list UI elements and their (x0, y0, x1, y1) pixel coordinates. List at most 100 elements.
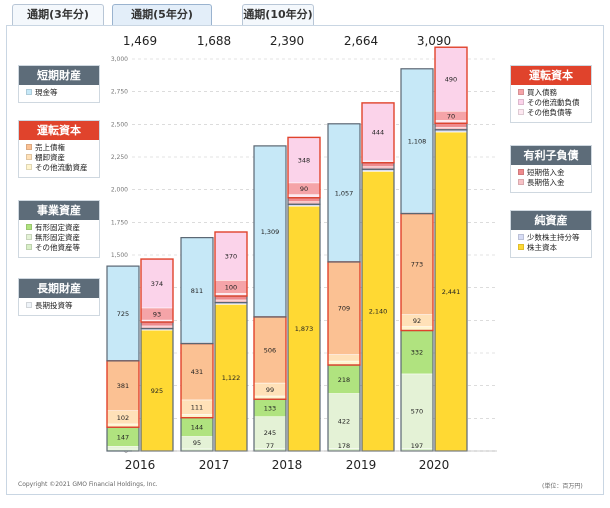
asset-value-label: 99 (266, 386, 274, 394)
tab-3-years[interactable]: 通期(3年分) (12, 4, 104, 26)
asset-value-label: 218 (338, 376, 350, 384)
legend-item: 買入債務 (511, 88, 591, 98)
legend-group-right-0: 運転資本買入債務 その他流動負債 その他負債等 (510, 65, 592, 123)
legend-label: 現金等 (35, 88, 58, 97)
asset-segment-売上債権 (180, 343, 214, 401)
legend-label: 無形固定資産 (35, 233, 80, 242)
asset-value-label: 1,309 (261, 228, 280, 236)
liability-working-capital-outline (434, 46, 468, 124)
legend-label: 少数株主持分等 (527, 233, 580, 242)
legend-item: 無形固定資産 (19, 233, 99, 243)
tab-10-years[interactable]: 通期(10年分) (242, 4, 314, 26)
legend-swatch (26, 234, 32, 240)
legend-label: 長期投資等 (35, 301, 73, 310)
liability-value-label: 1,873 (295, 325, 314, 333)
liability-value-label: 1,122 (222, 374, 241, 382)
asset-group-outline (327, 123, 361, 263)
legend-swatch (518, 99, 524, 105)
liability-value-label: 100 (225, 283, 237, 291)
legend-item: 株主資本 (511, 243, 591, 253)
legend-item: その他負債等 (511, 108, 591, 118)
liability-working-capital-outline (214, 231, 248, 297)
asset-segment-無形固定資産 (327, 393, 361, 449)
legend-group-right-1: 有利子負債短期借入金 長期借入金 (510, 145, 592, 193)
legend-item: 長期借入金 (511, 178, 591, 188)
legend-swatch (26, 302, 32, 308)
year-label: 2019 (346, 458, 377, 472)
asset-value-label: 709 (338, 305, 350, 313)
legend-swatch (26, 154, 32, 160)
asset-value-label: 332 (411, 349, 423, 357)
liability-segment-株主資本 (140, 329, 174, 452)
asset-group-outline (253, 145, 287, 318)
asset-value-label: 725 (117, 310, 129, 318)
total-label: 2,390 (270, 34, 304, 48)
legend-group-left-3: 長期財産長期投資等 (18, 278, 100, 316)
y-tick-label: 2,250 (111, 154, 128, 161)
legend-swatch (518, 179, 524, 185)
legend-label: 買入債務 (527, 88, 557, 97)
liability-value-label: 348 (298, 157, 310, 165)
asset-group-outline (106, 265, 140, 362)
legend-group-left-2: 事業資産 有形固定資産 無形固定資産 その他資産等 (18, 200, 100, 258)
asset-segment-無形固定資産 (106, 446, 140, 450)
liability-value-label: 490 (445, 76, 457, 84)
y-tick-label: 2,500 (111, 121, 128, 128)
legend-swatch (26, 164, 32, 170)
total-label: 3,090 (417, 34, 451, 48)
liability-value-label: 70 (447, 112, 455, 120)
y-tick-label: 1,500 (111, 252, 128, 259)
liability-segment-その他流動負債 (140, 258, 174, 309)
legend-swatch (518, 89, 524, 95)
y-tick-label: 2,750 (111, 89, 128, 96)
year-label: 2016 (125, 458, 156, 472)
asset-value-label: 178 (338, 442, 350, 450)
asset-value-label: 773 (411, 261, 423, 269)
legend-group-title: 運転資本 (511, 66, 591, 85)
liability-value-label: 444 (372, 128, 384, 136)
year-label: 2017 (199, 458, 230, 472)
legend-label: その他流動負債 (527, 98, 580, 107)
legend-swatch (518, 169, 524, 175)
liability-value-label: 2,140 (369, 308, 388, 316)
asset-group-outline (180, 237, 214, 345)
asset-value-label: 811 (191, 287, 203, 295)
legend-label: 短期借入金 (527, 168, 565, 177)
asset-value-label: 111 (191, 404, 203, 412)
asset-value-label: 1,108 (408, 138, 427, 146)
asset-value-label: 1,057 (335, 189, 354, 197)
copyright-text: Copyright ©2021 GMO Financial Holdings, … (18, 481, 158, 488)
year-label: 2018 (272, 458, 303, 472)
liability-segment-その他流動負債 (434, 46, 468, 112)
total-label: 1,469 (123, 34, 157, 48)
legend-group-title: 長期財産 (19, 279, 99, 298)
asset-value-label: 431 (191, 368, 203, 376)
legend-label: 長期借入金 (527, 178, 565, 187)
total-label: 1,688 (197, 34, 231, 48)
legend-group-title: 有利子負債 (511, 146, 591, 165)
asset-value-label: 570 (411, 408, 423, 416)
tab-5-years[interactable]: 通期(5年分) (112, 4, 212, 26)
liability-working-capital-outline (140, 258, 174, 323)
legend-group-left-1: 運転資本 売上債権 棚卸資産 その他流動資産 (18, 120, 100, 178)
asset-value-label: 197 (411, 442, 423, 450)
liability-segment-その他流動負債 (361, 102, 395, 162)
liability-value-label: 93 (153, 310, 161, 318)
asset-value-label: 381 (117, 382, 129, 390)
liability-segment-株主資本 (287, 206, 321, 452)
asset-value-label: 245 (264, 429, 276, 437)
legend-group-left-0: 短期財産 現金等 (18, 65, 100, 103)
legend-item: 短期借入金 (511, 168, 591, 178)
legend-group-right-2: 純資産 少数株主持分等 株主資本 (510, 210, 592, 258)
liability-value-label: 925 (151, 387, 163, 395)
asset-value-label: 144 (191, 424, 203, 432)
legend-item: 有形固定資産 (19, 223, 99, 233)
legend-group-title: 事業資産 (19, 201, 99, 220)
legend-swatch (26, 244, 32, 250)
y-tick-label: 3,000 (111, 56, 128, 63)
legend-swatch (26, 144, 32, 150)
legend-label: その他負債等 (527, 108, 572, 117)
legend-item: 少数株主持分等 (511, 233, 591, 243)
liability-value-label: 90 (300, 185, 308, 193)
